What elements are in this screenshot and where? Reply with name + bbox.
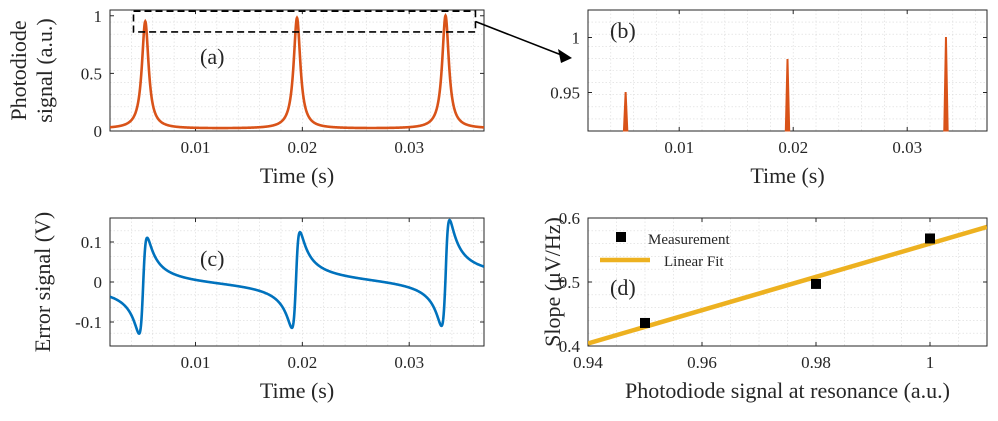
y-tick-label: 0: [94, 273, 103, 292]
y-tick-label: 1: [94, 7, 103, 26]
peak-spike: [784, 59, 791, 132]
x-tick-label: 0.96: [687, 353, 717, 372]
y-tick-label: 0.1: [81, 233, 102, 252]
linear-fit-line: [588, 224, 987, 346]
panel-1: 0.01 0.02 0.03 0.95 1 Time (s) (b): [550, 9, 988, 188]
panel-2: 0.01 0.02 0.03 -0.1 0 0.1 Time (s) (c) Error sig…: [30, 212, 485, 403]
peak-spike: [622, 92, 629, 132]
measurement-point: [811, 278, 821, 289]
x-tick-label: 0.03: [394, 353, 424, 372]
y-axis-label: Error signal (V): [30, 212, 55, 353]
panel-label: (c): [200, 246, 224, 271]
y-tick-label: 0.5: [81, 64, 102, 83]
x-tick-label: 0.01: [181, 353, 211, 372]
panel-label: (a): [200, 44, 224, 69]
grid: [109, 10, 484, 131]
y-tick-label: 0.95: [550, 84, 580, 103]
arrowhead-icon: [558, 49, 572, 63]
peak-spike: [943, 37, 949, 132]
x-tick-label: 0.03: [394, 138, 424, 157]
panel-label: (d): [610, 275, 636, 300]
axes-frame: [109, 217, 485, 347]
zoom-box: [132, 10, 477, 33]
x-tick-label: 0.02: [778, 138, 808, 157]
y-axis-label-line: Photodiode: [6, 20, 31, 120]
y-tick-label: -0.1: [75, 313, 102, 332]
axes-frame: [587, 217, 988, 347]
x-axis-label: Time (s): [260, 378, 334, 403]
measurement-point: [640, 317, 650, 328]
x-tick-label: 0.02: [287, 138, 317, 157]
y-axis-label-line: signal (a.u.): [32, 18, 57, 122]
x-tick-label: 0.01: [664, 138, 694, 157]
measurement-point: [925, 233, 935, 244]
x-tick-label: 0.02: [287, 353, 317, 372]
y-tick-label: 0.6: [559, 209, 580, 228]
x-axis-label: Time (s): [260, 163, 334, 188]
legend-marker-measurement: [616, 232, 626, 242]
y-tick-label: 0.4: [559, 337, 581, 356]
grid: [587, 10, 987, 131]
x-tick-label: 0.98: [801, 353, 831, 372]
panel-3: 0.94 0.96 0.98 1 0.4 0.5 0.6 Photodiode signal …: [540, 209, 988, 403]
y-tick-label: 0: [94, 122, 103, 141]
panel-label: (b): [610, 18, 636, 43]
panel-0: 0.01 0.02 0.03 0 0.5 1 Time (s) (a) Photodiodesi…: [6, 7, 572, 188]
x-tick-label: 0.94: [573, 353, 603, 372]
x-tick-label: 0.01: [181, 138, 211, 157]
x-tick-label: 0.03: [892, 138, 922, 157]
legend-label: Linear Fit: [664, 254, 724, 270]
axes-frame: [109, 9, 485, 132]
y-tick-label: 0.5: [559, 273, 580, 292]
series-line-photodiode: [110, 12, 484, 130]
legend: Measurement Linear Fit: [600, 232, 730, 270]
series-line-error-signal: [110, 218, 484, 336]
y-tick-label: 1: [572, 29, 581, 48]
y-axis-label: Slope (μV/Hz): [540, 217, 565, 347]
x-axis-label: Photodiode signal at resonance (a.u.): [625, 378, 950, 403]
zoom-arrow: [475, 20, 565, 57]
x-tick-label: 1: [926, 353, 935, 372]
y-axis-label: Photodiodesignal (a.u.): [6, 18, 57, 122]
legend-label: Measurement: [648, 232, 730, 248]
x-axis-label: Time (s): [750, 163, 824, 188]
